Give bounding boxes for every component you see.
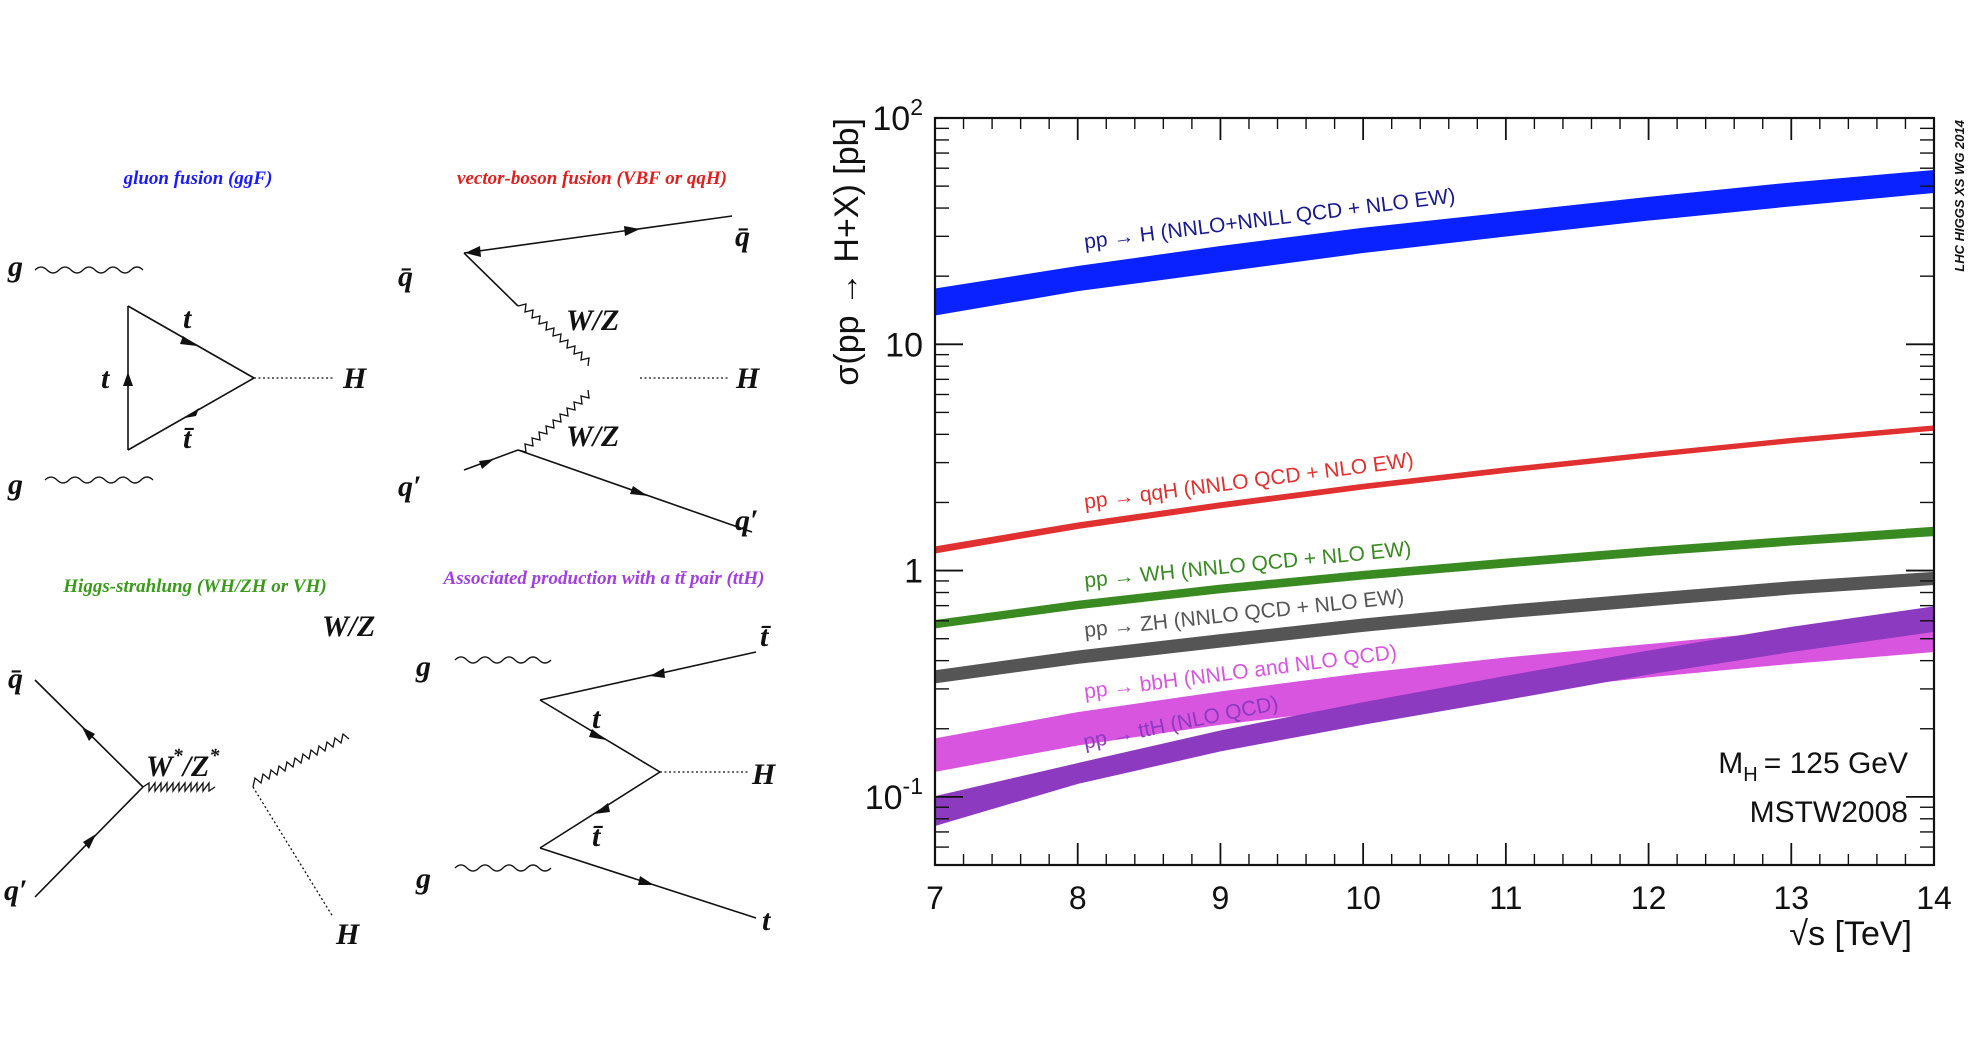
- x-tick-label: 11: [1489, 880, 1522, 916]
- label-tbar: t̄: [592, 820, 604, 853]
- x-tick-label: 8: [1069, 880, 1087, 916]
- y-tick-label: 10: [885, 326, 923, 364]
- arrow-icon: [82, 727, 95, 741]
- w-boson-line: [143, 783, 215, 791]
- x-tick-label: 14: [1916, 880, 1952, 916]
- label-WZ: W/Z: [566, 304, 619, 337]
- gluon-line: [455, 657, 551, 663]
- quark-line: [464, 216, 732, 253]
- gluon-line: [455, 865, 551, 871]
- pdf-annotation: MSTW2008: [1750, 796, 1908, 829]
- quark-line: [464, 253, 518, 306]
- y-axis-label: σ(pp → H+X) [pb]: [828, 118, 866, 386]
- arrow-icon: [123, 372, 133, 386]
- diagram-ggf: gluon fusion (ggF) g g t t t̄ H: [7, 168, 368, 501]
- arrow-icon: [479, 459, 494, 469]
- top-quark-line: [540, 652, 756, 700]
- x-tick-label: 10: [1345, 880, 1381, 916]
- label-g: g: [7, 250, 23, 283]
- label-g: g: [415, 650, 431, 683]
- y-tick-label: 102: [872, 94, 923, 138]
- diagram-ggf-title: gluon fusion (ggF): [123, 168, 273, 189]
- label-H: H: [335, 918, 361, 951]
- label-tbar: t̄: [183, 422, 195, 455]
- arrow-icon: [624, 226, 640, 236]
- arrow-icon: [638, 876, 654, 885]
- chart: pp → H (NNLO+NNLL QCD + NLO EW)pp → qqH …: [828, 94, 1967, 953]
- label-H: H: [735, 362, 761, 395]
- arrow-icon: [630, 486, 648, 496]
- label-qprime: q′: [4, 874, 27, 907]
- series-band-1: [935, 426, 1934, 553]
- label-WZ-star: W*/Z*: [146, 745, 220, 783]
- diagram-tth: Associated production with a tt̄ pair (t…: [415, 568, 777, 937]
- label-qbar: q̄: [398, 260, 413, 293]
- x-tick-label: 9: [1212, 880, 1230, 916]
- watermark: LHC HIGGS XS WG 2014: [1952, 119, 1967, 271]
- label-H: H: [342, 362, 368, 395]
- x-tick-label: 13: [1773, 880, 1809, 916]
- arrow-icon: [185, 408, 199, 418]
- x-tick-label: 7: [926, 880, 944, 916]
- arrow-icon: [650, 668, 665, 678]
- label-qbar: q̄: [735, 220, 750, 253]
- label-t: t: [762, 904, 772, 937]
- diagram-tth-title: Associated production with a tt̄ pair (t…: [443, 568, 765, 589]
- label-g: g: [415, 862, 431, 895]
- label-WZ: W/Z: [322, 610, 375, 643]
- gluon-line: [45, 477, 153, 483]
- label-tbar: t̄: [760, 620, 772, 653]
- label-WZ: W/Z: [566, 420, 619, 453]
- arrow-icon: [594, 803, 610, 814]
- w-boson-line: [253, 734, 349, 787]
- arrow-icon: [180, 336, 197, 346]
- y-tick-label: 10-1: [865, 773, 923, 817]
- label-t: t: [101, 362, 111, 395]
- label-t: t: [592, 702, 602, 735]
- mass-annotation: MH = 125 GeV: [1718, 747, 1908, 786]
- label-H: H: [751, 758, 777, 791]
- label-qprime: q′: [398, 470, 421, 503]
- diagram-vbf-title: vector-boson fusion (VBF or qqH): [457, 168, 727, 189]
- label-qbar: q̄: [8, 662, 23, 695]
- y-tick-label: 1: [904, 553, 923, 591]
- label-g: g: [7, 468, 23, 501]
- label-t: t: [183, 302, 193, 335]
- higgs-line: [253, 787, 333, 917]
- diagram-vh: Higgs-strahlung (WH/ZH or VH) q̄ q′ W*/Z…: [4, 576, 375, 951]
- gluon-line: [35, 267, 143, 273]
- diagram-vh-title: Higgs-strahlung (WH/ZH or VH): [62, 576, 326, 597]
- x-axis-label: √s [TeV]: [1789, 915, 1912, 953]
- label-qprime: q′: [735, 504, 758, 537]
- x-tick-label: 12: [1631, 880, 1667, 916]
- diagram-vbf: vector-boson fusion (VBF or qqH) q̄ q̄ W…: [398, 168, 761, 537]
